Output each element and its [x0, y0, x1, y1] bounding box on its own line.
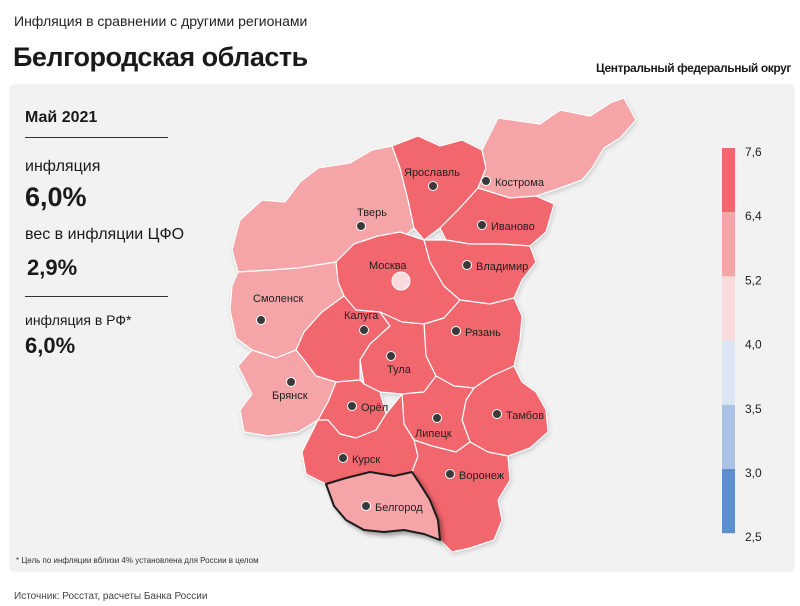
legend-tick-label: 7,6 [745, 145, 762, 159]
legend-swatch [722, 276, 735, 341]
legend: 7,6 6,4 5,2 4,0 3,5 3,0 2,5 [722, 145, 762, 544]
divider [25, 296, 168, 297]
footnote: * Цель по инфляции вблизи 4% установлена… [16, 556, 259, 565]
rf-inflation-label: инфляция в РФ* [25, 312, 132, 328]
region-label: Владимир [476, 261, 528, 273]
rf-inflation-value: 6,0% [25, 333, 76, 358]
legend-tick-label: 3,5 [745, 402, 762, 416]
region-label: Ярославль [404, 167, 460, 179]
legend-tick-label: 4,0 [745, 338, 762, 352]
district-label: Центральный федеральный округ [596, 61, 792, 75]
city-marker [338, 453, 348, 463]
period-label: Май 2021 [25, 109, 98, 126]
region-shape-belgorod [325, 471, 441, 541]
city-marker [462, 260, 472, 270]
region-label: Воронеж [459, 470, 505, 482]
region-label: Липецк [415, 428, 452, 440]
region-label: Иваново [491, 221, 535, 233]
city-marker [481, 176, 491, 186]
legend-tick-label: 3,0 [745, 466, 762, 480]
legend-swatch [722, 404, 735, 469]
city-marker [256, 315, 266, 325]
city-marker [386, 351, 396, 361]
city-marker [356, 221, 366, 231]
region-label: Калуга [344, 310, 379, 322]
region-label: Тамбов [506, 410, 544, 422]
region-label: Тверь [357, 207, 387, 219]
city-marker [492, 409, 502, 419]
region-shape-bryansk [237, 349, 337, 437]
region-shape-vladimir [423, 239, 537, 305]
weight-value: 2,9% [27, 255, 78, 280]
region-label: Москва [369, 260, 407, 272]
legend-swatch [722, 340, 735, 405]
region-label: Рязань [465, 327, 501, 339]
divider [25, 137, 168, 138]
region-label: Брянск [272, 390, 308, 402]
region-label: Белгород [375, 502, 423, 514]
legend-swatch [722, 469, 735, 534]
inflation-label: инфляция [25, 158, 101, 175]
legend-tick-label: 6,4 [745, 209, 762, 223]
legend-tick-label: 2,5 [745, 530, 762, 544]
legend-swatch [722, 212, 735, 277]
region-label: Орёл [361, 402, 388, 414]
city-marker [451, 326, 461, 336]
page-title: Белгородская область [13, 42, 308, 72]
weight-label: вес в инфляции ЦФО [25, 226, 185, 243]
city-marker [347, 401, 357, 411]
city-marker [359, 325, 369, 335]
region-label: Курск [352, 454, 380, 466]
region-label: Смоленск [253, 293, 303, 305]
city-marker [391, 271, 411, 291]
legend-tick-label: 5,2 [745, 273, 762, 287]
region-label: Тула [387, 364, 412, 376]
city-marker [432, 413, 442, 423]
page-subtitle: Инфляция в сравнении с другими регионами [14, 13, 308, 29]
city-marker [477, 220, 487, 230]
inflation-value: 6,0% [25, 182, 87, 212]
region-shape-ivanovo [439, 187, 555, 247]
city-marker [361, 501, 371, 511]
city-marker [445, 469, 455, 479]
region-label: Кострома [495, 177, 545, 189]
source-note: Источник: Росстат, расчеты Банка России [14, 591, 208, 602]
city-marker [286, 377, 296, 387]
legend-swatch [722, 148, 735, 213]
city-marker [428, 181, 438, 191]
